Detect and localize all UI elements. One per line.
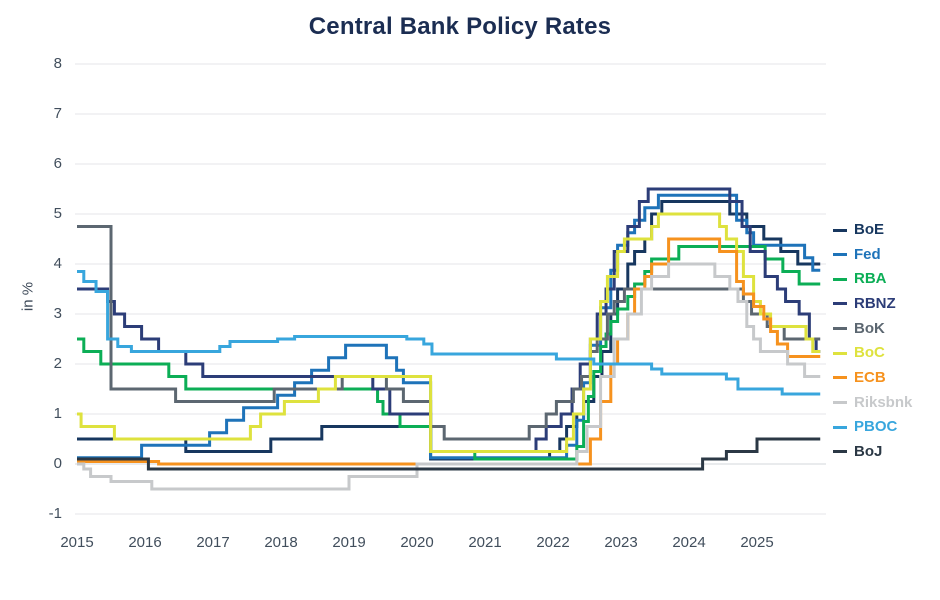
- legend-dash-icon: [833, 302, 847, 306]
- chart-title: Central Bank Policy Rates: [308, 13, 612, 40]
- legend-label: BoJ: [854, 442, 883, 460]
- legend-dash-icon: [833, 253, 847, 257]
- y-tick-label: 5: [53, 205, 62, 222]
- series-line-Fed: [77, 193, 821, 460]
- legend-item-BoJ: BoJ: [833, 443, 882, 461]
- legend-item-Riksbnk: Riksbnk: [833, 394, 912, 412]
- legend-dash-icon: [833, 351, 847, 355]
- legend-dash-icon: [833, 327, 847, 331]
- y-tick-label: -1: [48, 505, 62, 522]
- legend-item-Fed: Fed: [833, 246, 881, 264]
- legend-item-BoC: BoC: [833, 344, 885, 362]
- x-tick-label: 2023: [604, 534, 638, 551]
- series-line-BoK: [77, 225, 821, 441]
- x-tick-label: 2024: [672, 534, 706, 551]
- series-line-Riksbnk: [77, 262, 821, 491]
- x-tick-label: 2022: [536, 534, 570, 551]
- y-tick-label: 6: [53, 155, 62, 172]
- y-tick-label: 1: [53, 405, 62, 422]
- series-line-ECB: [77, 237, 821, 466]
- legend-label: RBA: [854, 270, 887, 288]
- legend-item-PBOC: PBOC: [833, 418, 897, 436]
- y-tick-label: 7: [53, 105, 62, 122]
- legend-item-BoE: BoE: [833, 221, 884, 239]
- legend-label: ECB: [854, 368, 886, 386]
- legend-dash-icon: [833, 228, 847, 232]
- legend-label: RBNZ: [854, 294, 896, 312]
- x-tick-label: 2017: [196, 534, 230, 551]
- series-line-RBNZ: [77, 187, 821, 453]
- x-tick-label: 2020: [400, 534, 434, 551]
- legend-label: Riksbnk: [854, 393, 913, 411]
- y-tick-label: 3: [53, 305, 62, 322]
- series-line-BoC: [77, 212, 821, 453]
- series-line-PBOC: [77, 270, 821, 396]
- legend-label: Fed: [854, 245, 881, 263]
- legend-dash-icon: [833, 401, 847, 405]
- x-tick-label: 2018: [264, 534, 298, 551]
- y-tick-label: 4: [53, 255, 62, 272]
- y-tick-label: 2: [53, 355, 62, 372]
- legend-dash-icon: [833, 450, 847, 454]
- y-tick-label: 8: [53, 55, 62, 72]
- legend-label: BoE: [854, 221, 884, 238]
- legend-label: BoC: [854, 344, 885, 362]
- legend-label: BoK: [854, 319, 885, 337]
- legend-dash-icon: [833, 425, 847, 429]
- x-tick-label: 2015: [60, 534, 94, 551]
- x-tick-label: 2025: [740, 534, 774, 551]
- series-line-BoJ: [77, 437, 821, 471]
- x-tick-label: 2019: [332, 534, 366, 551]
- legend-item-RBA: RBA: [833, 270, 887, 288]
- legend-dash-icon: [833, 376, 847, 380]
- legend-item-RBNZ: RBNZ: [833, 295, 896, 313]
- legend-dash-icon: [833, 277, 847, 281]
- y-tick-label: 0: [53, 455, 62, 472]
- legend-item-BoK: BoK: [833, 320, 885, 338]
- x-tick-label: 2021: [468, 534, 502, 551]
- legend-label: PBOC: [854, 418, 898, 436]
- x-tick-label: 2016: [128, 534, 162, 551]
- legend-item-ECB: ECB: [833, 369, 886, 387]
